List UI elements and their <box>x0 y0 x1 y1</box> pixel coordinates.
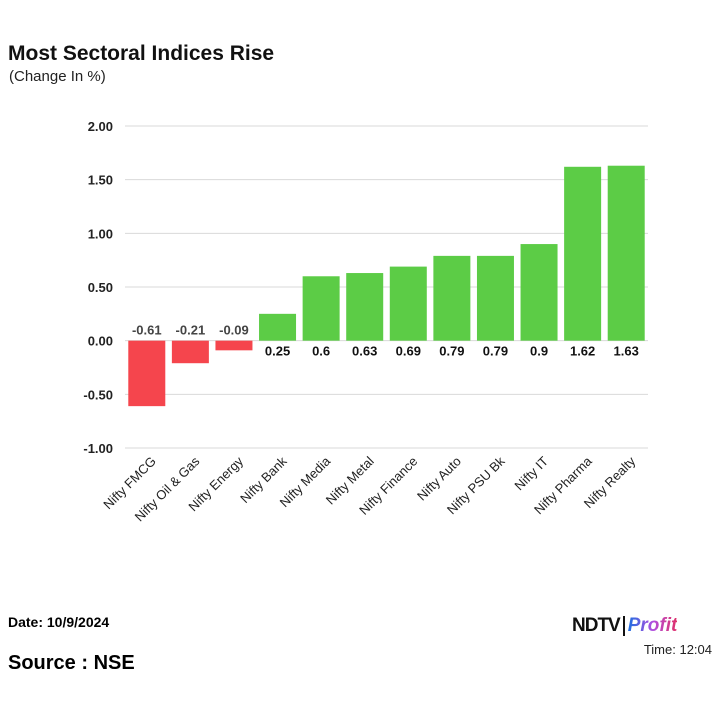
date-label: Date: 10/9/2024 <box>8 614 110 630</box>
y-tick-label: 0.00 <box>88 334 113 349</box>
bar <box>302 276 340 341</box>
bar <box>476 255 514 341</box>
y-tick-label: 1.50 <box>88 173 113 188</box>
source-label: Source : NSE <box>8 652 135 674</box>
chart-title: Most Sectoral Indices Rise <box>8 42 275 65</box>
y-tick-label: 1.00 <box>88 226 113 241</box>
bar <box>171 340 209 364</box>
bar <box>259 313 297 341</box>
y-tick-label: -0.50 <box>83 387 113 402</box>
data-label: -0.61 <box>132 323 162 338</box>
data-label: 0.63 <box>352 344 377 359</box>
bar <box>433 255 471 341</box>
bar <box>389 266 427 341</box>
bar <box>520 244 558 341</box>
data-label: 0.79 <box>483 344 508 359</box>
chart-subtitle: (Change In %) <box>9 68 106 85</box>
bar <box>128 340 166 407</box>
bar <box>564 166 602 341</box>
data-label: 1.63 <box>614 344 639 359</box>
time-label: Time: 12:04 <box>643 642 712 657</box>
x-tick-label: Nifty IT <box>511 453 551 493</box>
data-label: 0.79 <box>439 344 464 359</box>
y-tick-label: -1.00 <box>83 441 113 456</box>
bar <box>215 340 253 351</box>
data-label: -0.21 <box>176 323 206 338</box>
y-tick-label: 2.00 <box>88 119 113 134</box>
bar-chart: 2.00 1.50 1.00 0.50 0.00 -0.50 -1.00 -0.61 Nifty… <box>83 119 648 524</box>
data-label: -0.09 <box>219 323 249 338</box>
bar <box>607 165 645 341</box>
data-label: 0.6 <box>312 344 330 359</box>
data-label: 1.62 <box>570 344 595 359</box>
data-label: 0.25 <box>265 344 290 359</box>
data-label: 0.69 <box>396 344 421 359</box>
ndtv-profit-logo: NDTV Profit <box>572 615 678 637</box>
y-tick-label: 0.50 <box>88 280 113 295</box>
bar <box>346 273 384 341</box>
data-label: 0.9 <box>530 344 548 359</box>
